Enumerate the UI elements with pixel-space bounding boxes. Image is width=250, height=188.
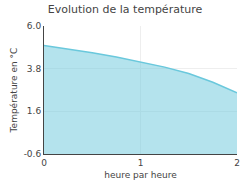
svg-text:3.8: 3.8 bbox=[27, 64, 42, 74]
svg-text:heure par heure: heure par heure bbox=[104, 170, 177, 180]
svg-text:Température en °C: Température en °C bbox=[9, 48, 19, 134]
svg-text:1.6: 1.6 bbox=[27, 106, 42, 116]
svg-text:6.0: 6.0 bbox=[27, 21, 42, 31]
svg-text:-0.6: -0.6 bbox=[24, 149, 42, 159]
svg-text:Evolution de la température: Evolution de la température bbox=[48, 3, 203, 16]
svg-text:0: 0 bbox=[41, 158, 47, 168]
svg-text:1: 1 bbox=[138, 158, 144, 168]
svg-text:2: 2 bbox=[234, 158, 240, 168]
